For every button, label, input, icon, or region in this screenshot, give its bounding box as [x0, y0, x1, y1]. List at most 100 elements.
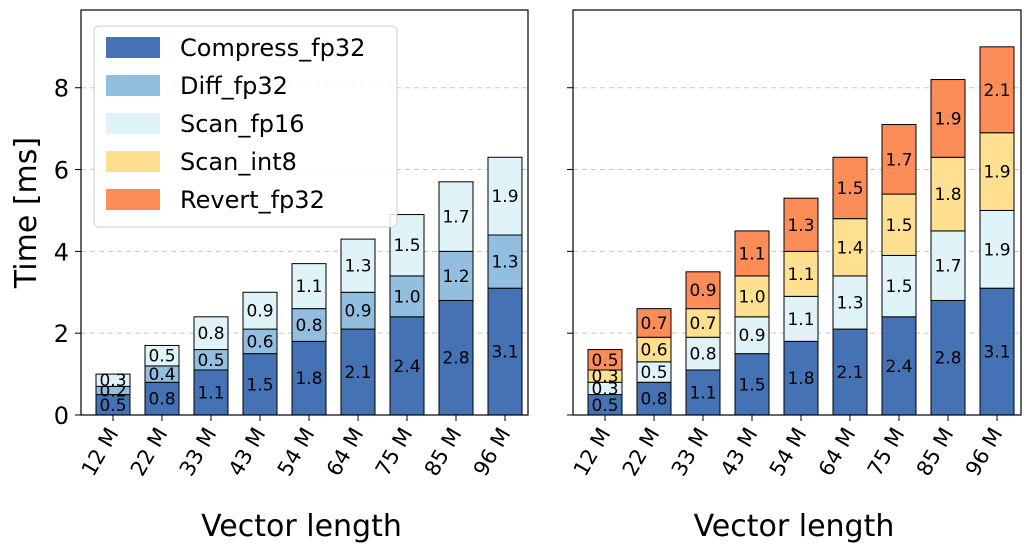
bar-segment-scan-fp16 — [832, 275, 868, 330]
y-axis-title: Time [ms] — [9, 137, 44, 289]
bar-segment-revert-fp32 — [832, 156, 868, 220]
x-tick-label: 12 M — [77, 424, 124, 481]
bar-segment-compress-fp32 — [291, 340, 327, 416]
legend-swatch — [106, 189, 160, 210]
bar-value-label: 2.8 — [442, 349, 469, 369]
x-axis-title: Vector length — [694, 509, 895, 544]
bar-value-label: 2.1 — [344, 363, 371, 383]
legend-label: Revert_fp32 — [180, 186, 325, 214]
bar-value-label: 1.0 — [738, 287, 765, 307]
bar-segment-revert-fp32 — [783, 197, 819, 252]
bar-segment-scan-fp16 — [734, 316, 770, 355]
bar-value-label: 0.7 — [689, 314, 716, 334]
bar-value-label: 0.8 — [689, 345, 716, 365]
bar-segment-compress-fp32 — [930, 299, 966, 416]
bar-value-label: 2.4 — [885, 357, 912, 377]
bar-segment-revert-fp32 — [636, 308, 672, 338]
bar-segment-compress-fp32 — [193, 369, 229, 416]
bar-segment-compress-fp32 — [979, 287, 1015, 416]
bar-value-label: 0.8 — [197, 324, 224, 344]
bar-value-label: 2.1 — [836, 363, 863, 383]
x-tick-label: 85 M — [912, 424, 959, 481]
bar-value-label: 1.5 — [393, 236, 420, 256]
legend-box — [93, 25, 398, 228]
bar-segment-scan-fp16 — [979, 209, 1015, 289]
x-tick-label: 75 M — [371, 424, 418, 481]
bar-value-label: 0.9 — [246, 302, 273, 322]
legend-label: Scan_fp16 — [180, 110, 305, 138]
bar-value-label: 0.4 — [148, 365, 175, 385]
plot-frame — [80, 9, 529, 416]
bar-value-label: 1.7 — [885, 150, 912, 170]
bar-segment-diff-fp32 — [291, 308, 327, 342]
x-tick-label: 33 M — [667, 424, 714, 481]
bar-segment-diff-fp32 — [242, 328, 278, 355]
bar-value-label: 0.9 — [689, 281, 716, 301]
x-axis-title: Vector length — [201, 509, 402, 544]
bar-value-label: 1.9 — [983, 240, 1010, 260]
bar-value-label: 1.3 — [344, 257, 371, 277]
bar-segment-scan-int8 — [783, 250, 819, 297]
bar-value-label: 1.2 — [442, 267, 469, 287]
bar-value-label: 1.1 — [738, 244, 765, 264]
legend-swatch — [106, 113, 160, 134]
right-panel: 0.50.30.30.512 M0.80.50.60.722 M1.10.80.… — [567, 9, 1022, 544]
bar-value-label: 0.5 — [640, 363, 667, 383]
bar-value-label: 0.8 — [295, 316, 322, 336]
x-tick-label: 64 M — [814, 424, 861, 481]
bar-value-label: 1.9 — [983, 163, 1010, 183]
x-tick-label: 85 M — [420, 424, 467, 481]
bar-segment-scan-fp16 — [881, 254, 917, 318]
bar-value-label: 1.9 — [491, 187, 518, 207]
bar-value-label: 1.3 — [836, 294, 863, 314]
x-tick-label: 54 M — [765, 424, 812, 481]
bar-value-label: 0.8 — [148, 390, 175, 410]
bar-segment-compress-fp32 — [832, 328, 868, 416]
bar-segment-revert-fp32 — [979, 46, 1015, 134]
bar-segment-revert-fp32 — [734, 230, 770, 277]
bar-segment-compress-fp32 — [340, 328, 376, 416]
x-tick-label: 64 M — [322, 424, 369, 481]
bar-segment-diff-fp32 — [389, 275, 425, 318]
bar-segment-compress-fp32 — [487, 287, 523, 416]
bar-value-label: 1.5 — [885, 216, 912, 236]
x-tick-label: 75 M — [863, 424, 910, 481]
bar-segment-scan-int8 — [685, 308, 721, 338]
bar-segment-scan-int8 — [832, 218, 868, 277]
x-tick-label: 96 M — [469, 424, 516, 481]
bar-segment-scan-int8 — [930, 156, 966, 232]
bar-segment-scan-fp16 — [95, 373, 131, 387]
bar-value-label: 1.7 — [934, 257, 961, 277]
bar-value-label: 0.5 — [591, 351, 618, 371]
bar-value-label: 2.8 — [934, 349, 961, 369]
bar-value-label: 1.5 — [836, 179, 863, 199]
y-tick-label: 2 — [54, 320, 69, 348]
bar-value-label: 1.5 — [885, 277, 912, 297]
x-tick-label: 12 M — [569, 424, 616, 481]
x-tick-label: 43 M — [716, 424, 763, 481]
bar-segment-scan-fp16 — [291, 263, 327, 310]
bar-segment-scan-int8 — [636, 336, 672, 363]
legend-swatch — [106, 151, 160, 172]
x-tick-label: 22 M — [126, 424, 173, 481]
bar-segment-scan-fp16 — [783, 295, 819, 342]
plot-frame — [572, 9, 1022, 416]
bar-segment-revert-fp32 — [881, 124, 917, 195]
bar-segment-scan-int8 — [734, 275, 770, 318]
bar-value-label: 0.9 — [738, 326, 765, 346]
bar-segment-revert-fp32 — [685, 271, 721, 310]
bar-value-label: 0.5 — [197, 351, 224, 371]
legend-swatch — [106, 75, 160, 96]
bar-value-label: 1.8 — [787, 369, 814, 389]
bar-value-label: 3.1 — [983, 343, 1010, 363]
bar-value-label: 1.8 — [295, 369, 322, 389]
bar-value-label: 0.7 — [640, 314, 667, 334]
bar-value-label: 0.5 — [591, 396, 618, 416]
bar-value-label: 0.3 — [99, 371, 126, 391]
y-tick-label: 6 — [54, 157, 69, 185]
bar-value-label: 1.1 — [787, 265, 814, 285]
bar-segment-diff-fp32 — [438, 250, 474, 301]
bar-segment-diff-fp32 — [340, 291, 376, 330]
x-tick-label: 43 M — [224, 424, 271, 481]
